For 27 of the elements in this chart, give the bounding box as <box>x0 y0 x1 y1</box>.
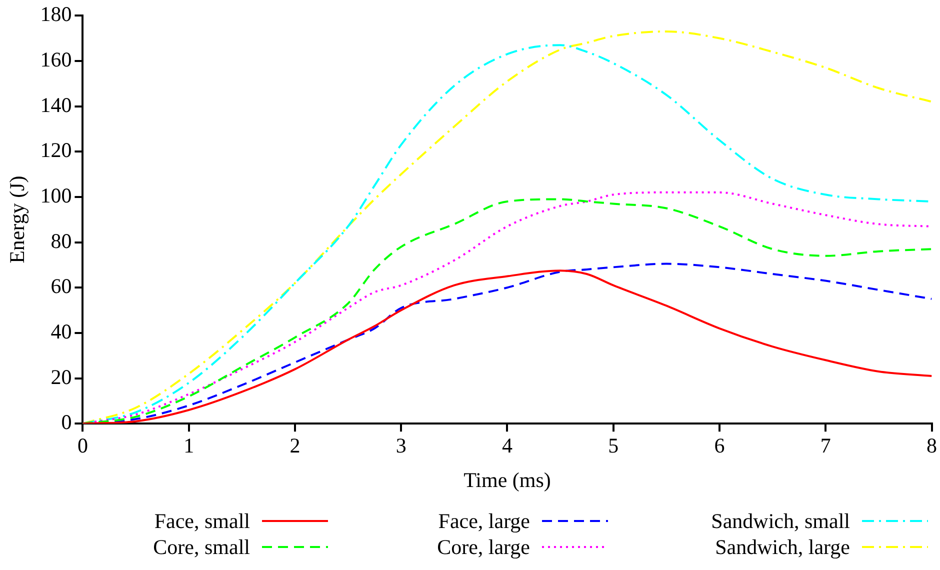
y-tick-label: 20 <box>50 364 72 389</box>
legend-label: Core, large <box>437 534 530 560</box>
x-tick-label: 5 <box>608 434 619 458</box>
legend-label: Sandwich, small <box>711 508 850 534</box>
x-tick-label: 6 <box>714 434 725 458</box>
y-tick-label: 180 <box>40 2 72 26</box>
legend-label: Face, small <box>154 508 250 534</box>
x-axis-title: Time (ms) <box>464 468 551 492</box>
x-tick-label: 1 <box>184 434 194 458</box>
x-tick-label: 8 <box>926 434 937 458</box>
x-tick-label: 3 <box>396 434 406 458</box>
x-tick-label: 0 <box>77 434 88 458</box>
x-tick-label: 4 <box>502 434 513 458</box>
legend-label: Face, large <box>438 508 530 534</box>
y-tick-label: 80 <box>50 228 72 253</box>
x-tick-label: 7 <box>820 434 831 458</box>
x-tick-label: 2 <box>290 434 300 458</box>
legend-label: Sandwich, large <box>715 534 850 560</box>
legend-label: Core, small <box>153 534 250 560</box>
y-tick-label: 100 <box>40 183 72 208</box>
y-tick-label: 60 <box>50 274 72 298</box>
y-tick-label: 120 <box>40 138 72 162</box>
y-tick-label: 140 <box>40 92 72 117</box>
y-axis-title: Energy (J) <box>5 176 30 264</box>
y-tick-label: 0 <box>61 410 72 434</box>
y-tick-label: 40 <box>50 319 72 344</box>
y-tick-label: 160 <box>40 47 72 72</box>
